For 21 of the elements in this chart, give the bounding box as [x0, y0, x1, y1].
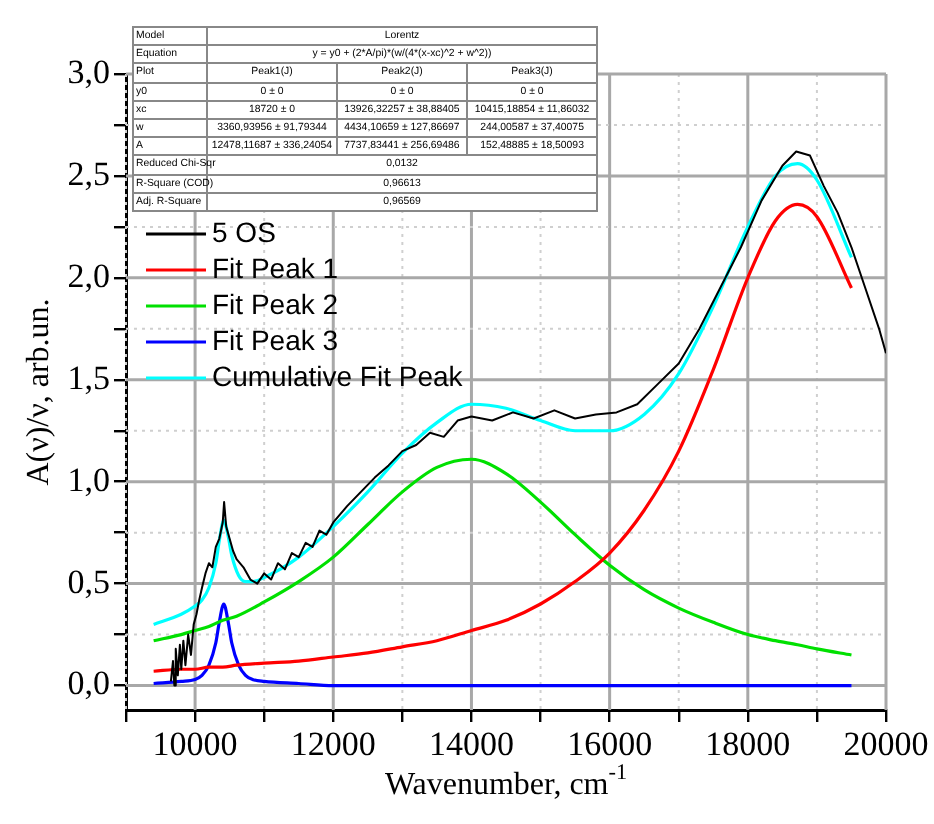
- x-tick-label: 12000: [290, 725, 376, 764]
- legend-label: Fit Peak 2: [212, 287, 339, 320]
- x-tick-label: 10000: [152, 725, 238, 764]
- y-axis-title: A(ν)/ν, arb.un.: [22, 298, 57, 486]
- x-tick-label: 14000: [428, 725, 514, 764]
- legend-label: Cumulative Fit Peak: [212, 359, 465, 392]
- y-tick-label: 2,5: [67, 154, 110, 193]
- legend-label: 5 OS: [212, 215, 276, 248]
- legend-label: Fit Peak 1: [212, 251, 339, 284]
- y-tick-label: 1,5: [67, 358, 110, 397]
- y-tick-label: 3,0: [67, 52, 110, 91]
- y-tick-label: 0,5: [67, 562, 110, 601]
- y-tick-label: 2,0: [67, 256, 110, 295]
- x-tick-label: 16000: [567, 725, 653, 764]
- y-tick-label: 1,0: [67, 460, 110, 499]
- x-tick-label: 20000: [843, 725, 929, 764]
- x-tick-label: 18000: [705, 725, 791, 764]
- line-series: [152, 457, 854, 657]
- y-tick-label: 0,0: [67, 664, 110, 703]
- legend-label: Fit Peak 3: [212, 323, 339, 356]
- line-series: [152, 602, 854, 688]
